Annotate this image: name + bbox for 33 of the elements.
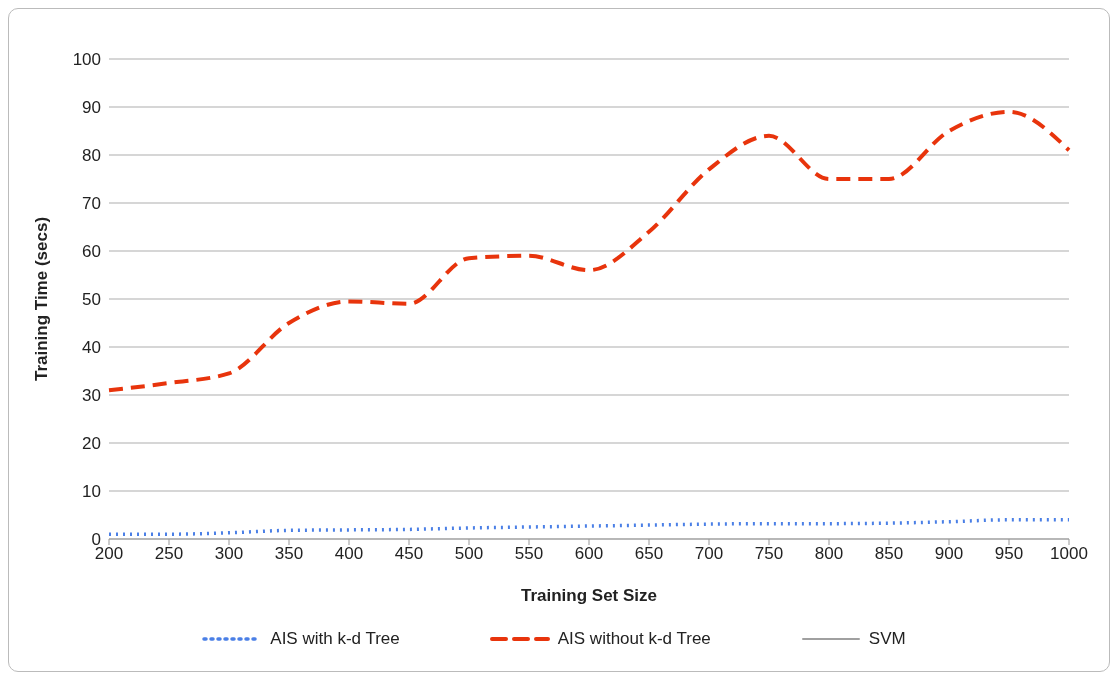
line-series xyxy=(107,109,1071,393)
x-tick-label: 550 xyxy=(514,544,544,564)
y-tick-label: 10 xyxy=(82,482,101,502)
y-tick-label: 60 xyxy=(82,242,101,262)
x-tick-label: 1000 xyxy=(1050,544,1088,564)
x-tick-label: 350 xyxy=(274,544,304,564)
x-tick-label: 700 xyxy=(694,544,724,564)
legend-label: SVM xyxy=(868,629,906,649)
x-tick-label: 250 xyxy=(154,544,184,564)
x-tick-label: 750 xyxy=(754,544,784,564)
y-tick-label: 40 xyxy=(82,338,101,358)
y-axis-title: Training Time (secs) xyxy=(32,216,52,382)
x-tick-label: 400 xyxy=(334,544,364,564)
y-tick-label: 100 xyxy=(72,50,101,70)
x-tick-label: 800 xyxy=(814,544,844,564)
x-tick-label: 650 xyxy=(634,544,664,564)
legend-label: AIS with k-d Tree xyxy=(270,629,400,649)
y-tick-label: 50 xyxy=(82,290,101,310)
line-series xyxy=(107,518,1071,536)
y-tick-label: 80 xyxy=(82,146,101,166)
y-tick-label: 70 xyxy=(82,194,101,214)
x-tick-label: 500 xyxy=(454,544,484,564)
x-axis-title: Training Set Size xyxy=(520,586,658,605)
x-tick-label: 450 xyxy=(394,544,424,564)
y-tick-label: 90 xyxy=(82,98,101,118)
y-tick-label: 20 xyxy=(82,434,101,454)
y-tick-label: 30 xyxy=(82,386,101,406)
x-tick-label: 850 xyxy=(874,544,904,564)
x-tick-label: 950 xyxy=(994,544,1024,564)
x-tick-label: 600 xyxy=(574,544,604,564)
legend-label: AIS without k-d Tree xyxy=(557,629,711,649)
x-tick-label: 900 xyxy=(934,544,964,564)
x-tick-label: 300 xyxy=(214,544,244,564)
